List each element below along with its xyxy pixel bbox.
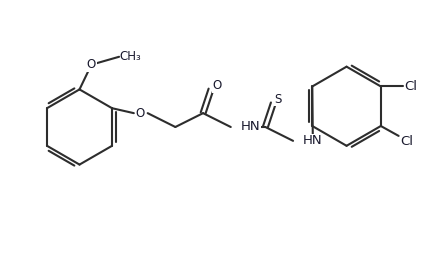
Text: Cl: Cl bbox=[404, 80, 417, 93]
Text: CH₃: CH₃ bbox=[119, 50, 141, 63]
Text: HN: HN bbox=[303, 134, 323, 147]
Text: O: O bbox=[87, 58, 96, 71]
Text: Cl: Cl bbox=[401, 135, 414, 148]
Text: S: S bbox=[275, 93, 282, 106]
Text: O: O bbox=[135, 107, 144, 120]
Text: HN: HN bbox=[241, 120, 260, 134]
Text: O: O bbox=[212, 79, 222, 92]
